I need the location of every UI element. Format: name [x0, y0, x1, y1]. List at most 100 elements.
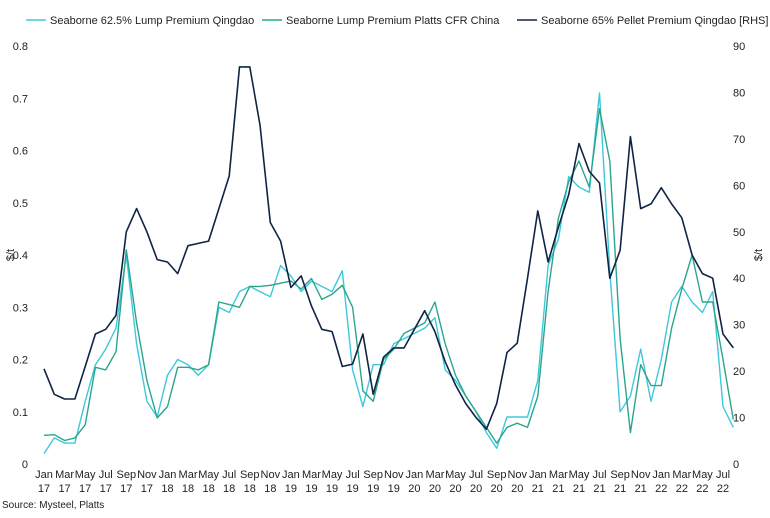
x-tick-label-year: 18 — [264, 483, 276, 495]
x-tick-label-year: 21 — [614, 483, 626, 495]
legend-label: Seaborne Lump Premium Platts CFR China — [286, 15, 500, 27]
x-tick-label-year: 20 — [470, 483, 482, 495]
x-tick-label-month: Mar — [672, 469, 691, 481]
series-lines — [43, 66, 734, 454]
x-tick-label-year: 20 — [511, 483, 523, 495]
x-tick-label-month: Sep — [487, 469, 507, 481]
x-tick-label-month: Nov — [137, 469, 157, 481]
left-axis-title: $/t — [5, 249, 17, 261]
x-tick-label-month: May — [198, 469, 219, 481]
legend: Seaborne 62.5% Lump Premium Qingdao Seabo… — [26, 15, 768, 27]
right-tick-label: 40 — [733, 273, 745, 285]
x-tick-label-year: 19 — [326, 483, 338, 495]
x-tick-label-year: 17 — [141, 483, 153, 495]
x-tick-label-month: Jul — [469, 469, 483, 481]
series-line-2 — [43, 107, 734, 444]
x-tick-label-month: Jan — [529, 469, 547, 481]
x-tick-label-year: 22 — [717, 483, 729, 495]
x-tick-label-year: 21 — [635, 483, 647, 495]
x-tick-label-year: 20 — [449, 483, 461, 495]
x-tick-label-year: 17 — [120, 483, 132, 495]
x-tick-label-year: 21 — [593, 483, 605, 495]
x-tick-label-month: Jan — [652, 469, 670, 481]
x-tick-label-year: 19 — [285, 483, 297, 495]
x-tick-label-month: Jul — [593, 469, 607, 481]
x-tick-label-month: Sep — [240, 469, 260, 481]
x-tick-label-month: Sep — [117, 469, 137, 481]
x-tick-label-year: 21 — [532, 483, 544, 495]
x-tick-label-year: 17 — [38, 483, 50, 495]
x-tick-label-month: Nov — [261, 469, 281, 481]
x-tick-label-year: 22 — [676, 483, 688, 495]
right-tick-label: 20 — [733, 366, 745, 378]
x-tick-label-month: May — [692, 469, 713, 481]
left-y-axis: 0 0.1 0.2 0.3 0.4 0.5 0.6 0.7 0.8 $/t — [5, 41, 28, 471]
x-tick-label-month: Mar — [55, 469, 74, 481]
x-tick-label-month: Jan — [282, 469, 300, 481]
right-tick-label: 90 — [733, 41, 745, 53]
x-tick-label-month: Mar — [425, 469, 444, 481]
x-tick-label-year: 17 — [58, 483, 70, 495]
right-tick-label: 50 — [733, 227, 745, 239]
x-axis: Jan 17 Mar 17 May 17 Jul 17 Sep 17 Nov 17 Jan 18 Mar 18… — [35, 469, 730, 495]
left-tick-label: 0.8 — [13, 41, 28, 53]
left-tick-label: 0.1 — [13, 407, 28, 419]
x-tick-label-month: Jul — [346, 469, 360, 481]
left-tick-label: 0 — [22, 459, 28, 471]
x-tick-label-month: Nov — [631, 469, 651, 481]
x-tick-label-month: Jul — [716, 469, 730, 481]
x-tick-label-month: Jan — [405, 469, 423, 481]
x-tick-label-month: May — [569, 469, 590, 481]
left-tick-label: 0.5 — [13, 198, 28, 210]
x-tick-label-month: Nov — [384, 469, 404, 481]
x-tick-label-month: May — [445, 469, 466, 481]
right-tick-label: 80 — [733, 87, 745, 99]
x-tick-label-month: Mar — [179, 469, 198, 481]
x-tick-label-year: 21 — [552, 483, 564, 495]
legend-label: Seaborne 62.5% Lump Premium Qingdao — [50, 15, 254, 27]
right-tick-label: 30 — [733, 320, 745, 332]
x-tick-label-month: Jul — [222, 469, 236, 481]
x-tick-label-month: Sep — [610, 469, 630, 481]
x-tick-label-year: 19 — [305, 483, 317, 495]
source-note: Source: Mysteel, Platts — [2, 500, 105, 511]
x-tick-label-year: 19 — [388, 483, 400, 495]
left-tick-label: 0.7 — [13, 93, 28, 105]
legend-label: Seaborne 65% Pellet Premium Qingdao [RHS… — [541, 15, 768, 27]
x-tick-label-year: 20 — [408, 483, 420, 495]
right-tick-label: 60 — [733, 180, 745, 192]
x-tick-label-year: 17 — [79, 483, 91, 495]
x-tick-label-year: 20 — [491, 483, 503, 495]
x-tick-label-year: 20 — [429, 483, 441, 495]
x-tick-label-year: 18 — [182, 483, 194, 495]
left-tick-label: 0.3 — [13, 302, 28, 314]
right-tick-label: 10 — [733, 413, 745, 425]
series-line-3 — [43, 66, 734, 431]
right-y-axis: 0 10 20 30 40 50 60 70 80 90 $/t — [733, 41, 765, 471]
x-tick-label-year: 19 — [367, 483, 379, 495]
x-tick-label-year: 22 — [696, 483, 708, 495]
x-tick-label-year: 22 — [655, 483, 667, 495]
x-tick-label-month: Sep — [363, 469, 383, 481]
x-tick-label-month: Jan — [35, 469, 53, 481]
x-tick-label-year: 18 — [202, 483, 214, 495]
x-tick-label-month: May — [322, 469, 343, 481]
left-tick-label: 0.4 — [13, 250, 28, 262]
x-tick-label-year: 18 — [244, 483, 256, 495]
x-tick-label-month: Mar — [302, 469, 321, 481]
x-tick-label-year: 18 — [161, 483, 173, 495]
x-tick-label-month: Mar — [549, 469, 568, 481]
x-tick-label-month: May — [75, 469, 96, 481]
left-tick-label: 0.2 — [13, 355, 28, 367]
x-tick-label-month: Nov — [507, 469, 527, 481]
x-tick-label-year: 17 — [100, 483, 112, 495]
x-tick-label-year: 19 — [347, 483, 359, 495]
x-tick-label-month: Jul — [99, 469, 113, 481]
right-tick-label: 70 — [733, 134, 745, 146]
right-axis-title: $/t — [753, 249, 765, 261]
left-tick-label: 0.6 — [13, 146, 28, 158]
x-tick-label-year: 21 — [573, 483, 585, 495]
right-tick-label: 0 — [733, 459, 739, 471]
x-tick-label-year: 18 — [223, 483, 235, 495]
